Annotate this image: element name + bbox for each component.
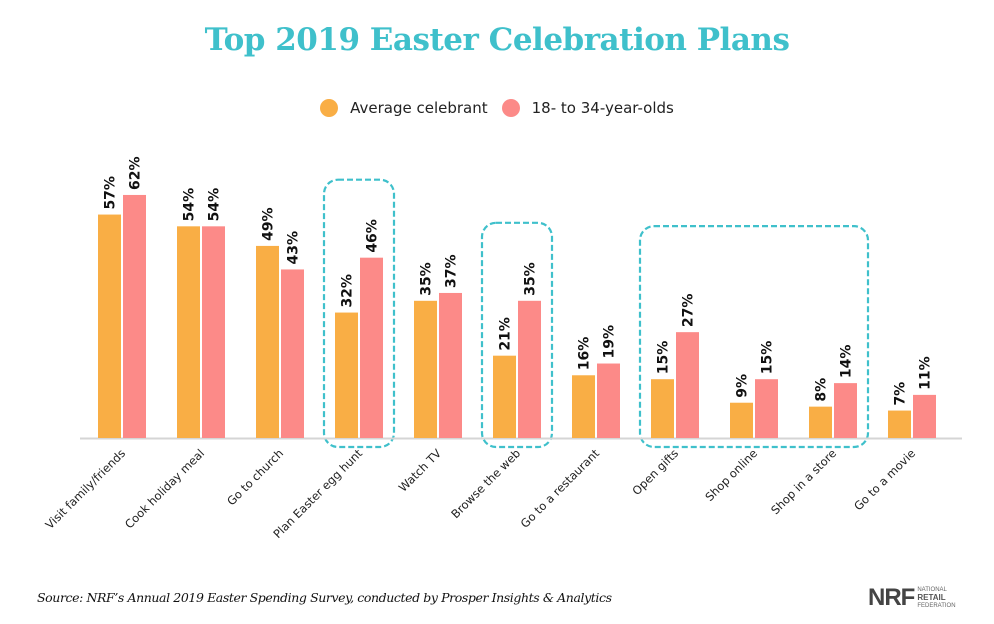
tick-label-visit-family-friends: Visit family/friends <box>42 446 128 532</box>
bar-shop-in-a-store-average <box>809 406 832 438</box>
legend-swatch-average <box>320 99 339 117</box>
bar-go-to-church-young <box>281 269 304 438</box>
bar-go-to-a-restaurant-average <box>572 375 595 438</box>
data-label-browse-the-web-average: 21% <box>498 317 514 351</box>
chart-title: Top 2019 Easter Celebration Plans <box>204 22 790 58</box>
highlight-box-1 <box>322 178 396 449</box>
bar-visit-family-friends-average <box>98 214 121 438</box>
bar-plan-easter-egg-hunt-average <box>335 312 358 438</box>
tick-label-cook-holiday-meal: Cook holiday meal <box>122 446 207 531</box>
legend-item-average: Average celebrant <box>320 99 488 117</box>
legend-label-average: Average celebrant <box>350 99 488 117</box>
data-label-plan-easter-egg-hunt-average: 32% <box>340 274 356 308</box>
data-label-cook-holiday-meal-average: 54% <box>182 188 198 222</box>
bar-watch-tv-average <box>414 300 437 438</box>
data-label-shop-in-a-store-young: 14% <box>839 345 855 379</box>
tick-label-open-gifts: Open gifts <box>629 446 681 498</box>
data-label-go-to-a-restaurant-average: 16% <box>577 337 593 371</box>
legend-label-young: 18- to 34-year-olds <box>531 99 674 117</box>
logo-text: NATIONAL RETAIL FEDERATION <box>917 586 956 609</box>
tick-label-go-to-a-movie: Go to a movie <box>851 446 918 513</box>
tick-label-shop-online: Shop online <box>702 446 760 504</box>
highlight-box-2 <box>480 221 554 449</box>
data-label-go-to-church-average: 49% <box>261 207 277 241</box>
data-label-visit-family-friends-average: 57% <box>103 176 119 210</box>
bar-go-to-a-restaurant-young <box>597 363 620 438</box>
logo-mark: NRF <box>868 584 915 611</box>
data-label-shop-in-a-store-average: 8% <box>814 378 830 402</box>
bar-visit-family-friends-young <box>123 194 146 438</box>
tick-label-watch-tv: Watch TV <box>396 446 444 494</box>
bar-cook-holiday-meal-average <box>177 226 200 438</box>
data-label-go-to-a-movie-average: 7% <box>893 382 909 406</box>
bar-go-to-a-movie-young <box>913 394 936 438</box>
bar-open-gifts-average <box>651 379 674 438</box>
data-label-open-gifts-young: 27% <box>681 294 697 328</box>
tick-label-plan-easter-egg-hunt: Plan Easter egg hunt <box>270 446 365 541</box>
data-label-watch-tv-average: 35% <box>419 262 435 296</box>
data-label-watch-tv-young: 37% <box>444 254 460 288</box>
bar-shop-online-average <box>730 402 753 438</box>
tick-label-shop-in-a-store: Shop in a store <box>768 446 839 517</box>
bar-watch-tv-young <box>439 292 462 438</box>
bar-go-to-church-average <box>256 245 279 438</box>
data-label-open-gifts-average: 15% <box>656 341 672 375</box>
data-label-go-to-a-movie-young: 11% <box>918 356 934 390</box>
bar-plan-easter-egg-hunt-young <box>360 257 383 438</box>
tick-label-browse-the-web: Browse the web <box>448 446 523 521</box>
data-label-cook-holiday-meal-young: 54% <box>207 188 223 222</box>
legend-swatch-young <box>501 99 520 117</box>
bar-open-gifts-young <box>676 332 699 438</box>
bar-browse-the-web-average <box>493 355 516 438</box>
bar-shop-in-a-store-young <box>834 383 857 438</box>
data-label-browse-the-web-young: 35% <box>523 262 539 296</box>
bar-shop-online-young <box>755 379 778 438</box>
bar-cook-holiday-meal-young <box>202 226 225 438</box>
highlight-box-3 <box>638 225 870 449</box>
data-label-plan-easter-egg-hunt-young: 46% <box>365 219 381 253</box>
legend: Average celebrant 18- to 34-year-olds <box>0 99 994 117</box>
bar-browse-the-web-young <box>518 300 541 438</box>
nrf-logo: NRF NATIONAL RETAIL FEDERATION <box>868 584 956 612</box>
data-label-go-to-a-restaurant-young: 19% <box>602 325 618 359</box>
data-label-shop-online-young: 15% <box>760 341 776 375</box>
legend-item-young: 18- to 34-year-olds <box>501 99 674 117</box>
data-label-go-to-church-young: 43% <box>286 231 302 265</box>
data-label-visit-family-friends-young: 62% <box>128 156 144 190</box>
data-label-shop-online-average: 9% <box>735 374 751 398</box>
tick-label-go-to-church: Go to church <box>224 446 286 508</box>
tick-label-go-to-a-restaurant: Go to a restaurant <box>518 446 603 531</box>
source-note: Source: NRF’s Annual 2019 Easter Spendin… <box>37 590 612 605</box>
bar-go-to-a-movie-average <box>888 410 911 438</box>
